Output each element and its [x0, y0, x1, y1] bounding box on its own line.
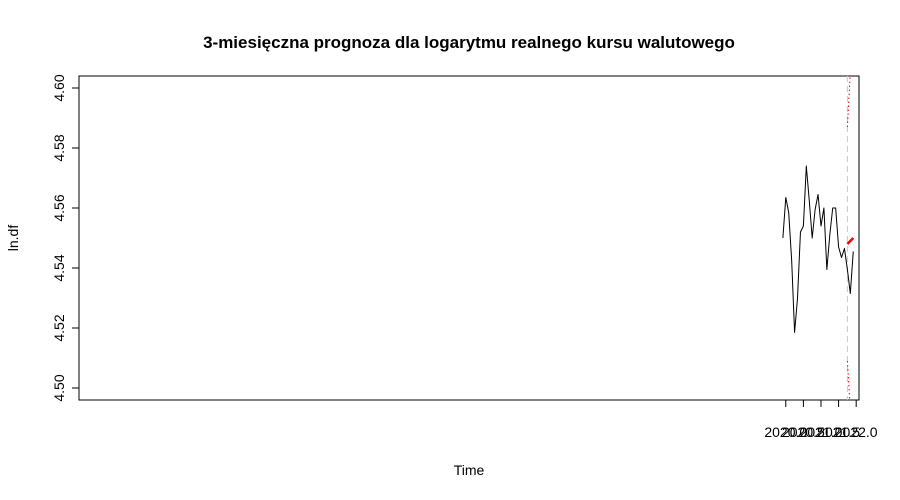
y-tick-label: 4.54: [51, 254, 67, 281]
y-tick-label: 4.58: [51, 134, 67, 161]
x-tick-label: 2021.0: [800, 424, 843, 440]
x-tick-label: 2021.5: [817, 424, 860, 440]
y-tick-label: 4.56: [51, 194, 67, 221]
y-tick-label: 4.60: [51, 74, 67, 101]
x-tick-label: 2022.0: [835, 424, 878, 440]
chart-title: 3-miesięczna prognoza dla logarytmu real…: [203, 33, 735, 52]
plot-area: [782, 76, 855, 400]
x-tick-label: 2020.5: [782, 424, 825, 440]
y-axis: 4.50 4.52 4.54 4.56 4.58 4.60: [51, 74, 79, 402]
x-axis-label: Time: [454, 462, 485, 478]
y-tick-label: 4.50: [51, 374, 67, 401]
x-tick-label: 2020.0: [764, 424, 807, 440]
observed-series-line: [782, 165, 854, 333]
forecast-series-line: [846, 237, 855, 245]
y-tick-label: 4.52: [51, 314, 67, 341]
upper-bound-series-line: [846, 76, 851, 128]
lower-bound-series-line: [846, 360, 851, 400]
plot-frame: [78, 75, 860, 401]
y-axis-label: ln.df: [5, 225, 21, 252]
